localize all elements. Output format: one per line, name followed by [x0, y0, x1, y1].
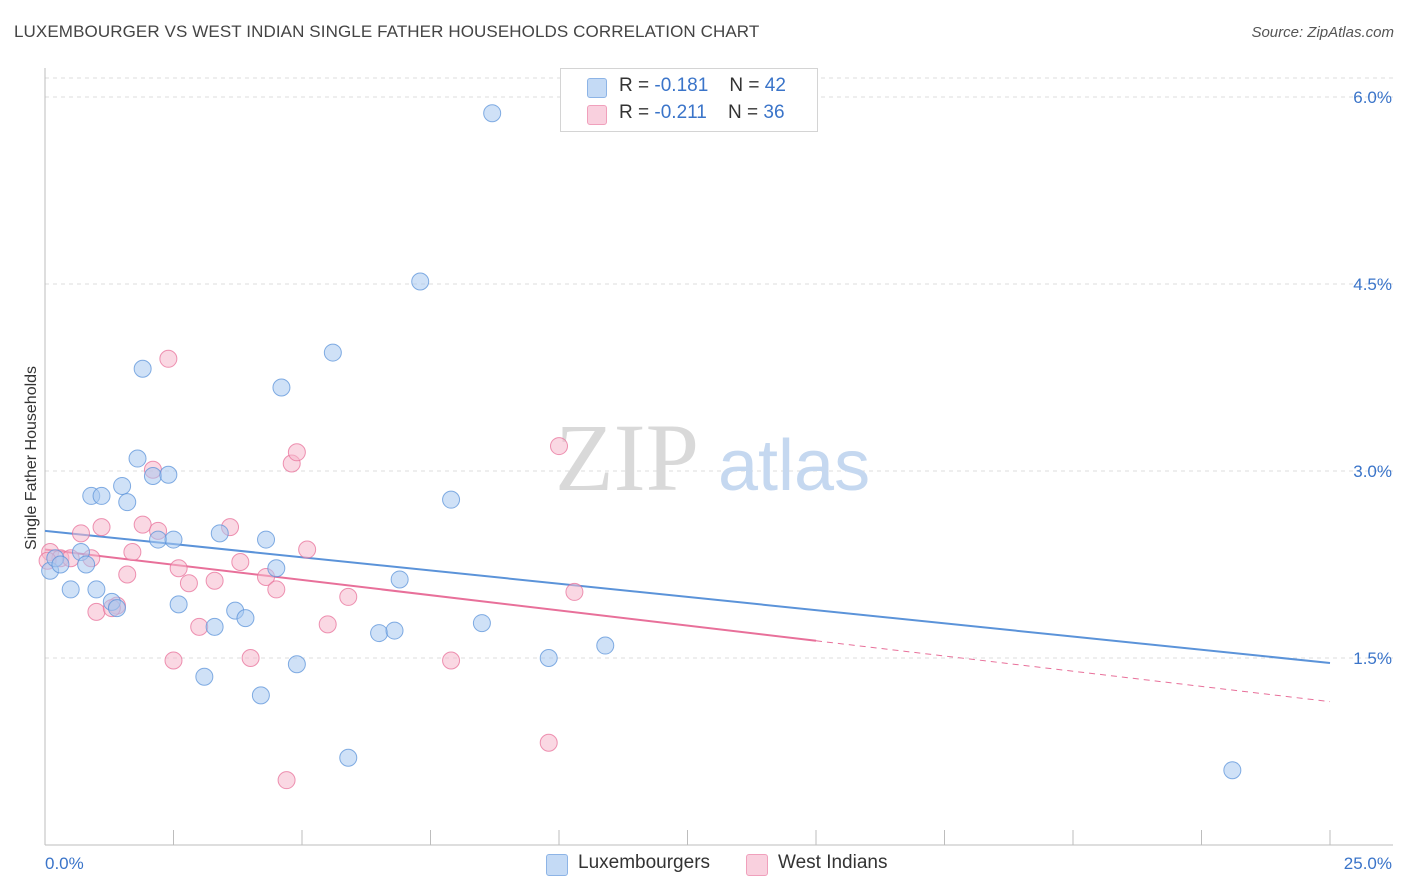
point-luxembourgers	[596, 636, 615, 655]
point-luxembourgers	[113, 476, 132, 495]
trend-line-west-indians	[44, 548, 817, 642]
point-luxembourgers	[390, 570, 409, 589]
point-luxembourgers	[77, 555, 96, 574]
point-west-indians	[205, 571, 224, 590]
point-west-indians	[267, 580, 286, 599]
point-luxembourgers	[539, 649, 558, 667]
point-luxembourgers	[267, 559, 286, 578]
point-west-indians	[241, 649, 260, 667]
point-luxembourgers	[339, 748, 358, 767]
y-tick-label: 4.5%	[1353, 275, 1392, 294]
y-tick-label: 6.0%	[1353, 88, 1392, 107]
point-west-indians	[277, 771, 296, 790]
point-luxembourgers	[1223, 761, 1242, 780]
chart-source: Source: ZipAtlas.com	[1251, 24, 1394, 41]
legend-swatch-west-indians	[587, 105, 607, 125]
chart-title: LUXEMBOURGER VS WEST INDIAN SINGLE FATHE…	[14, 22, 760, 41]
point-west-indians	[159, 349, 178, 368]
point-west-indians	[287, 443, 306, 462]
y-axis-label: Single Father Households	[23, 366, 40, 550]
point-luxembourgers	[195, 667, 214, 686]
series-legend: Luxembourgers West Indians	[0, 852, 1406, 878]
point-west-indians	[133, 515, 152, 534]
point-west-indians	[318, 615, 337, 634]
point-west-indians	[71, 524, 90, 543]
legend-r-label: R =	[619, 102, 650, 123]
point-luxembourgers	[51, 555, 70, 574]
gridlines	[45, 77, 1393, 659]
point-luxembourgers	[133, 359, 152, 378]
point-west-indians	[179, 574, 198, 593]
legend-swatch-luxembourgers	[546, 854, 568, 876]
watermark-zip: ZIP	[555, 404, 699, 511]
legend-n-label: N =	[727, 102, 759, 123]
trend-line-extension	[815, 640, 1331, 703]
point-west-indians	[190, 617, 209, 636]
legend-label-luxembourgers: Luxembourgers	[578, 852, 711, 873]
legend-r-value: -0.181	[654, 75, 709, 96]
point-luxembourgers	[442, 490, 461, 509]
point-west-indians	[539, 733, 558, 752]
point-luxembourgers	[411, 272, 430, 291]
point-west-indians	[92, 518, 111, 537]
point-luxembourgers	[236, 609, 255, 628]
tick-labels: 1.5% 3.0% 4.5% 6.0% 0.0% 25.0%	[45, 88, 1392, 873]
point-luxembourgers	[272, 378, 291, 397]
point-west-indians	[565, 582, 584, 601]
point-west-indians	[298, 540, 317, 559]
point-west-indians	[169, 559, 188, 578]
point-luxembourgers	[210, 524, 229, 543]
point-luxembourgers	[370, 624, 389, 643]
point-luxembourgers	[287, 655, 306, 674]
point-luxembourgers	[251, 686, 270, 705]
point-luxembourgers	[87, 580, 106, 599]
stats-legend: R = -0.181 N = 42 R = -0.211 N = 36	[560, 68, 818, 132]
watermark-atlas: atlas	[718, 426, 870, 506]
point-luxembourgers	[164, 530, 183, 549]
point-luxembourgers	[159, 465, 178, 484]
legend-r-value: -0.211	[654, 102, 707, 123]
point-luxembourgers	[149, 530, 168, 549]
point-luxembourgers	[107, 599, 126, 618]
point-luxembourgers	[205, 617, 224, 636]
trend-line-luxembourgers	[44, 529, 1331, 664]
legend-r-label: R =	[619, 75, 650, 96]
point-west-indians	[550, 437, 568, 456]
point-luxembourgers	[128, 449, 147, 468]
point-west-indians	[164, 651, 183, 670]
point-west-indians	[118, 565, 137, 584]
point-luxembourgers	[92, 486, 111, 505]
point-west-indians	[231, 553, 250, 572]
legend-n-label: N =	[729, 75, 760, 96]
point-luxembourgers	[323, 343, 342, 362]
legend-swatch-west-indians	[746, 854, 768, 876]
legend-swatch-luxembourgers	[587, 78, 607, 98]
legend-n-value: 42	[764, 75, 786, 96]
data-points	[38, 104, 1242, 790]
point-luxembourgers	[483, 104, 502, 123]
y-tick-label: 3.0%	[1353, 462, 1392, 481]
point-luxembourgers	[143, 466, 162, 485]
point-west-indians	[123, 543, 142, 562]
legend-label-west-indians: West Indians	[778, 852, 888, 873]
point-luxembourgers	[385, 621, 404, 640]
legend-n-value: 36	[763, 102, 785, 123]
x-tick-label: 0.0%	[45, 854, 84, 873]
point-luxembourgers	[61, 580, 80, 599]
point-luxembourgers	[169, 595, 188, 614]
axes	[44, 68, 1393, 846]
point-west-indians	[339, 587, 358, 606]
point-luxembourgers	[472, 614, 491, 633]
point-luxembourgers	[257, 530, 276, 549]
watermark: ZIP atlas	[555, 404, 870, 511]
point-west-indians	[87, 602, 106, 621]
point-west-indians	[442, 651, 461, 670]
x-tick-label: 25.0%	[1344, 854, 1392, 873]
y-tick-label: 1.5%	[1353, 649, 1392, 668]
point-luxembourgers	[118, 493, 137, 512]
